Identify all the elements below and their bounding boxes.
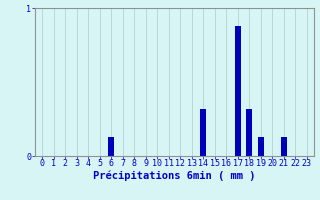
X-axis label: Précipitations 6min ( mm ): Précipitations 6min ( mm ) (93, 171, 256, 181)
Bar (108, 137, 114, 156)
Bar (281, 137, 287, 156)
Bar (258, 137, 264, 156)
Bar (246, 109, 252, 156)
Bar (235, 26, 241, 156)
Bar (200, 109, 206, 156)
